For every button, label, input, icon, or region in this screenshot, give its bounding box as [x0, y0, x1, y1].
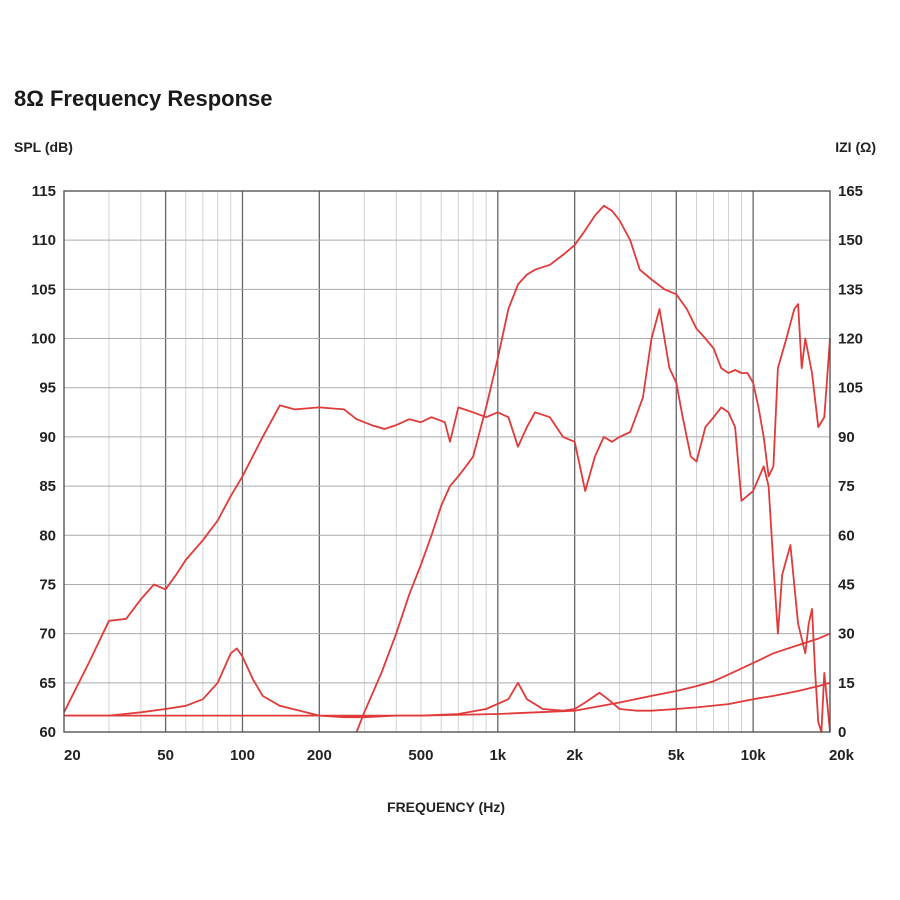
x-tick-label: 2k	[566, 747, 583, 764]
y-right-tick-label: 150	[838, 232, 863, 249]
y-left-tick-label: 110	[32, 232, 56, 249]
y-left-tick-label: 105	[31, 281, 56, 298]
y-left-tick-label: 85	[39, 478, 56, 495]
y-left-tick-label: 65	[39, 675, 56, 692]
series-line-2	[355, 204, 831, 733]
x-tick-label: 20k	[829, 747, 855, 764]
y-left-tick-label: 80	[39, 527, 56, 544]
chart-title: 8Ω Frequency Response	[14, 86, 273, 111]
y-left-tick-label: 75	[39, 576, 56, 593]
x-tick-label: 20	[64, 747, 81, 764]
y-left-tick-label: 60	[39, 724, 56, 741]
y-right-tick-label: 105	[838, 380, 863, 397]
y-left-tick-label: 95	[39, 380, 56, 397]
y-right-tick-label: 120	[838, 331, 863, 348]
y-left-tick-label: 100	[31, 331, 56, 348]
x-tick-label: 10k	[741, 747, 767, 764]
y-right-tick-label: 0	[838, 724, 846, 741]
y-right-tick-label: 75	[838, 478, 855, 495]
plot-frame	[63, 190, 831, 733]
x-axis-title: FREQUENCY (Hz)	[387, 799, 505, 815]
y-axis-left-title: SPL (dB)	[14, 139, 73, 155]
x-tick-label: 5k	[668, 747, 685, 764]
y-left-tick-label: 115	[32, 183, 56, 200]
series-line-3	[64, 647, 831, 719]
y-left-tick-label: 70	[39, 626, 56, 643]
series-line-1	[63, 308, 831, 733]
y-right-tick-label: 15	[838, 675, 855, 692]
y-right-tick-label: 30	[838, 626, 855, 643]
y-right-tick-label: 60	[838, 527, 855, 544]
y-right-tick-label: 165	[838, 183, 863, 200]
y-right-tick-label: 45	[838, 576, 855, 593]
curves	[63, 204, 831, 733]
tick-labels: 60 65 70 75 80 85 90 95 100 105 110 115 0 15 30 45 60 75 9…	[31, 183, 863, 764]
x-tick-label: 200	[307, 747, 332, 764]
x-tick-label: 100	[230, 747, 255, 764]
y-right-tick-label: 135	[838, 281, 863, 298]
y-right-tick-label: 90	[838, 429, 855, 446]
x-tick-label: 1k	[489, 747, 506, 764]
x-tick-label: 50	[157, 747, 174, 764]
grid	[63, 190, 831, 733]
series-line-4	[64, 632, 831, 717]
x-tick-label: 500	[408, 747, 433, 764]
y-left-tick-label: 90	[39, 429, 56, 446]
y-axis-right-title: IZI (Ω)	[835, 139, 876, 155]
